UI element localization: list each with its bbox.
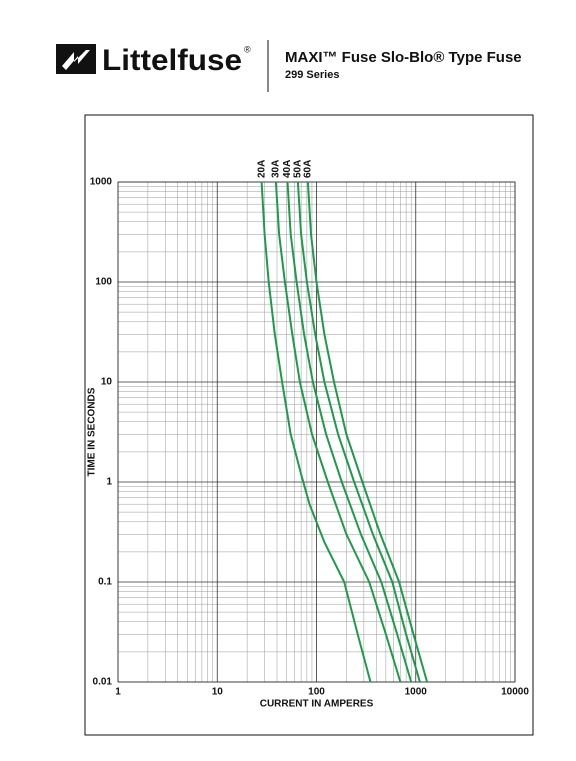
y-tick-label: 0.1 (98, 577, 112, 588)
y-tick-label: 100 (95, 277, 112, 288)
x-axis-label: CURRENT IN AMPERES (260, 699, 374, 710)
y-tick-label: 0.01 (93, 677, 113, 688)
chart-frame (84, 114, 534, 736)
legend-label: 50A (293, 160, 304, 178)
doc-title: MAXI™ Fuse Slo-Blo® Type Fuse (285, 49, 522, 66)
legend-label: 60A (303, 160, 314, 178)
logo: Littelfuse ® (56, 44, 251, 77)
plot-border (117, 181, 516, 683)
x-tick-label: 100 (308, 687, 325, 698)
brand: Littelfuse (102, 44, 242, 77)
legend-label: 40A (282, 160, 293, 178)
curve (296, 181, 421, 683)
curve (274, 181, 402, 683)
legend-label: 30A (271, 160, 282, 178)
x-tick-label: 10000 (501, 687, 529, 698)
y-tick-label: 1 (106, 477, 112, 488)
x-tick-label: 10 (212, 687, 224, 698)
curve (260, 181, 372, 683)
legend-label: 20A (256, 160, 267, 178)
y-tick-label: 1000 (90, 177, 113, 188)
plot: 1 10 100 1000 10000 0.01 0.1 1 10 100 1000 CURRENT … (87, 160, 530, 710)
curve (286, 181, 413, 683)
x-tick-label: 1000 (405, 687, 428, 698)
logo-glyph (62, 50, 90, 70)
y-axis-label: TIME IN SECONDS (87, 387, 98, 476)
doc-subtitle: 299 Series (285, 69, 339, 81)
x-tick-label: 1 (115, 687, 121, 698)
curve (306, 181, 429, 683)
brand-mark: ® (244, 44, 251, 54)
y-tick-label: 10 (101, 377, 113, 388)
